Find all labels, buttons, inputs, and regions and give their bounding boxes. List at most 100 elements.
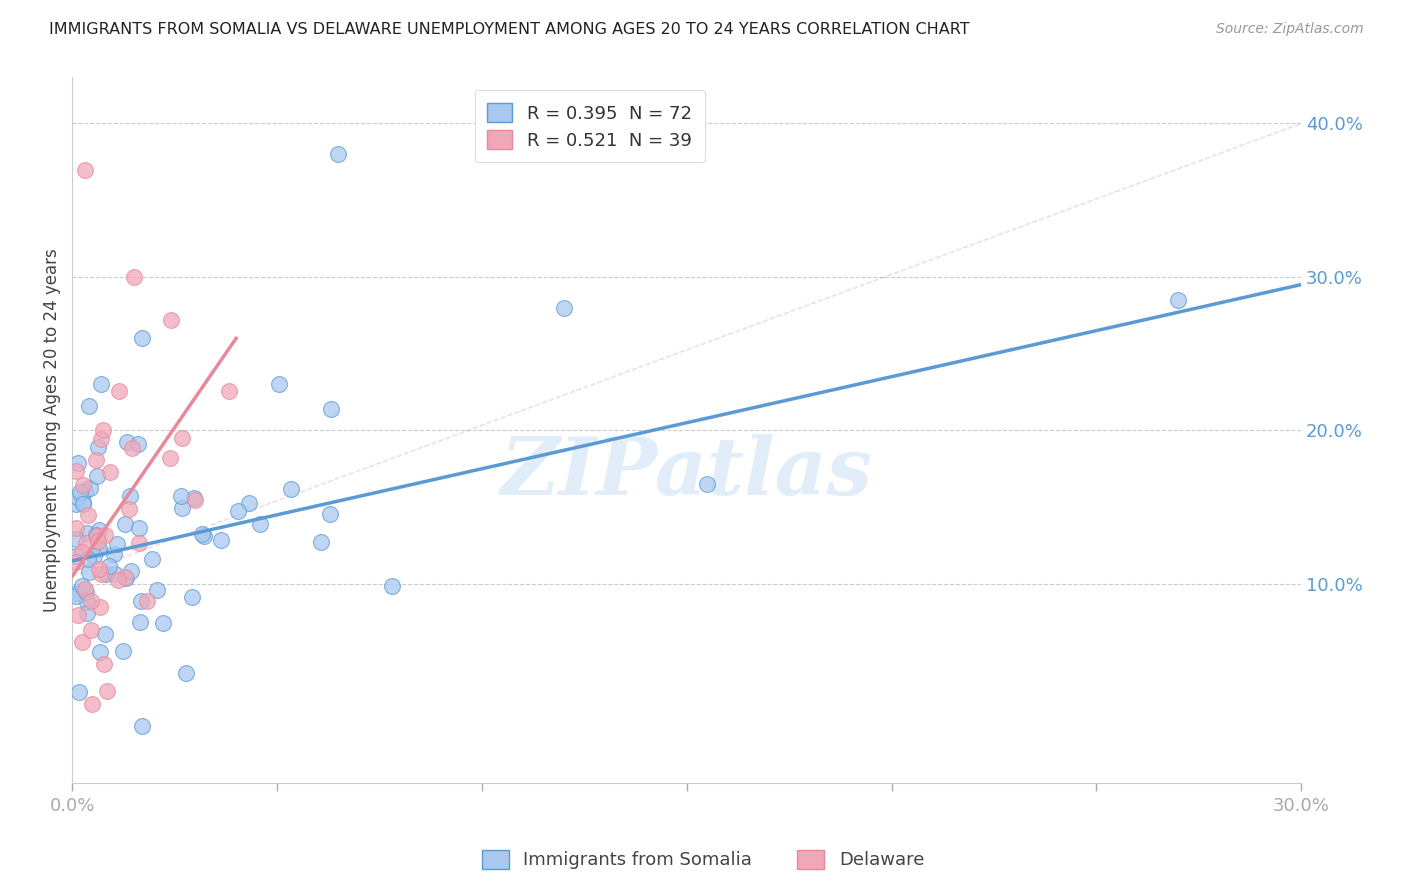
Point (84, 528, 107, 542)
Point (76, 525, 98, 540)
Point (80, 594, 103, 608)
Point (172, 501, 194, 516)
Point (66, 456, 89, 470)
Point (80, 624, 103, 638)
Point (84, 452, 107, 467)
Point (141, 552, 163, 566)
Point (97, 558, 120, 573)
Point (77, 566, 100, 580)
Point (73, 162, 96, 177)
Point (87, 523, 110, 537)
Point (65, 549, 87, 563)
Point (66, 490, 89, 504)
Point (70, 545, 93, 559)
Point (72, 494, 94, 508)
Point (122, 269, 145, 284)
Point (120, 565, 142, 579)
Point (114, 569, 136, 583)
Point (115, 571, 138, 585)
Legend: Immigrants from Somalia, Delaware: Immigrants from Somalia, Delaware (472, 840, 934, 879)
Point (146, 583, 169, 598)
Point (319, 507, 342, 521)
Point (72, 478, 94, 492)
Point (129, 594, 152, 608)
Point (76, 595, 98, 609)
Point (67, 685, 90, 699)
Point (280, 482, 302, 496)
Point (114, 517, 136, 532)
Text: IMMIGRANTS FROM SOMALIA VS DELAWARE UNEMPLOYMENT AMONG AGES 20 TO 24 YEARS CORRE: IMMIGRANTS FROM SOMALIA VS DELAWARE UNEM… (49, 22, 970, 37)
Text: Source: ZipAtlas.com: Source: ZipAtlas.com (1216, 22, 1364, 37)
Point (249, 516, 271, 531)
Point (96, 684, 118, 698)
Point (65, 555, 87, 569)
Point (184, 493, 207, 508)
Point (90, 432, 112, 446)
Point (127, 437, 149, 451)
Point (75, 585, 97, 599)
Point (94, 566, 117, 581)
Point (94, 627, 117, 641)
Point (103, 547, 125, 561)
Point (83, 549, 105, 563)
Point (696, 477, 718, 491)
Point (90, 377, 112, 392)
Point (77, 399, 100, 413)
Point (209, 533, 232, 548)
Point (131, 331, 153, 345)
Point (86, 542, 108, 557)
Point (319, 402, 342, 417)
Point (72, 497, 94, 511)
Point (75, 536, 97, 550)
Point (65, 521, 87, 535)
Point (87, 534, 110, 549)
Point (86, 469, 108, 483)
Point (87, 541, 110, 555)
Point (180, 590, 202, 604)
Point (115, 435, 138, 450)
Point (73, 483, 96, 498)
Point (226, 504, 249, 518)
Point (86, 440, 108, 454)
Legend: R = 0.395  N = 72, R = 0.521  N = 39: R = 0.395 N = 72, R = 0.521 N = 39 (474, 90, 704, 162)
Point (118, 489, 141, 503)
Point (66, 586, 89, 600)
Point (152, 615, 174, 630)
Point (89, 645, 111, 659)
Point (128, 521, 150, 535)
Point (129, 615, 152, 629)
Point (121, 441, 143, 455)
Point (1167, 293, 1189, 307)
Point (159, 450, 181, 465)
Point (77, 552, 100, 566)
Point (70, 579, 93, 593)
Point (135, 594, 157, 608)
Point (69, 485, 91, 500)
Point (381, 579, 404, 593)
Point (309, 534, 332, 549)
Point (128, 536, 150, 550)
Point (191, 527, 214, 541)
Point (94, 528, 117, 542)
Point (218, 384, 240, 399)
Point (65, 464, 87, 478)
Point (65, 533, 87, 547)
Text: ZIPatlas: ZIPatlas (501, 434, 873, 511)
Point (70, 635, 93, 649)
Point (174, 665, 197, 680)
Point (93, 657, 115, 671)
Point (67, 607, 90, 622)
Point (111, 643, 134, 657)
Point (118, 502, 141, 516)
Point (65, 497, 87, 511)
Point (89, 599, 111, 614)
Point (328, 147, 350, 161)
Point (80, 697, 103, 711)
Point (105, 537, 128, 551)
Point (183, 491, 205, 505)
Point (238, 496, 260, 510)
Point (86, 529, 108, 543)
Point (107, 573, 129, 587)
Point (159, 313, 181, 327)
Point (98, 465, 121, 479)
